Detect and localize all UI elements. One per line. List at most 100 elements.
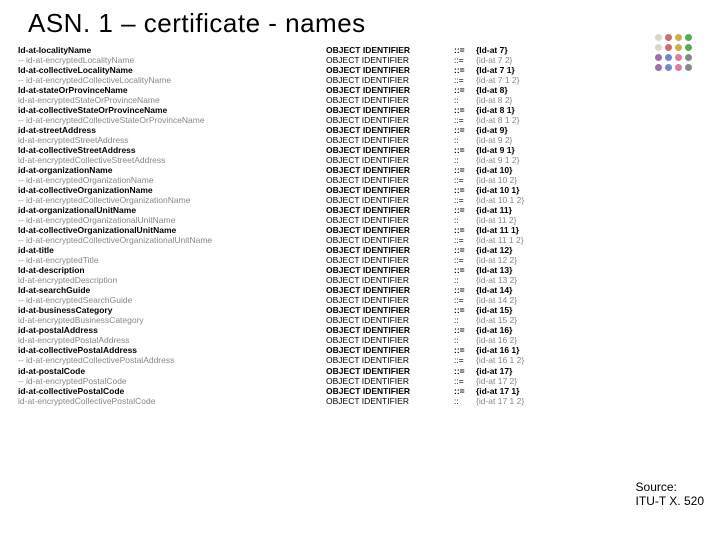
attr-name: -- id-at-encryptedOrganizationName xyxy=(18,175,326,185)
attr-value: {id-at 15 2} xyxy=(476,315,616,325)
attr-value: {id-at 12 2} xyxy=(476,255,616,265)
attr-value: {Id-at 11 1} xyxy=(476,225,616,235)
dot-icon xyxy=(675,34,682,41)
table-row: Id-at-localityNameOBJECT IDENTIFIER::={I… xyxy=(18,45,720,55)
attr-name: id-at-postalAddress xyxy=(18,325,326,335)
dot-icon xyxy=(655,64,662,71)
table-row: id-at-collectivePostalCodeOBJECT IDENTIF… xyxy=(18,386,720,396)
attr-type: OBJECT IDENTIFIER xyxy=(326,396,454,406)
attr-value: {id-at 17} xyxy=(476,366,616,376)
attr-name: -- id-at-encryptedCollectivePostalAddres… xyxy=(18,355,326,365)
attr-name: -- id-at-encryptedSearchGuide xyxy=(18,295,326,305)
attr-value: {Id-at 14} xyxy=(476,285,616,295)
attr-value: {id-at 7 2} xyxy=(476,55,616,65)
table-row: id-at-organizationNameOBJECT IDENTIFIER:… xyxy=(18,165,720,175)
source-value: ITU-T X. 520 xyxy=(636,494,704,508)
attr-name: Id-at-collectiveOrganizationalUnitName xyxy=(18,225,326,235)
attr-type: OBJECT IDENTIFIER xyxy=(326,376,454,386)
attr-name: Id-at-collectiveLocalityName xyxy=(18,65,326,75)
attr-assign: ::= xyxy=(454,295,476,305)
table-row: -- id-at-encryptedOrganizationNameOBJECT… xyxy=(18,175,720,185)
attr-name: id-at-encryptedBusinessCategory xyxy=(18,315,326,325)
table-row: -- id-at-encryptedCollectivePostalAddres… xyxy=(18,355,720,365)
attr-assign: ::= xyxy=(454,145,476,155)
attr-assign: ::= xyxy=(454,305,476,315)
attr-value: {id-at 7 1 2} xyxy=(476,75,616,85)
attr-type: OBJECT IDENTIFIER xyxy=(326,355,454,365)
attr-name: id-at-collectiveStateOrProvinceName xyxy=(18,105,326,115)
table-row: id-at-encryptedBusinessCategoryOBJECT ID… xyxy=(18,315,720,325)
attr-name: id-at-collectiveOrganizationName xyxy=(18,185,326,195)
attr-assign: ::= xyxy=(454,376,476,386)
attr-type: OBJECT IDENTIFIER xyxy=(326,215,454,225)
attr-value: {id-at 16 1} xyxy=(476,345,616,355)
dot-icon xyxy=(655,54,662,61)
attr-assign: ::= xyxy=(454,165,476,175)
attr-assign: ::= xyxy=(454,45,476,55)
attr-name: id-at-postalCode xyxy=(18,366,326,376)
table-row: -- id-at-encryptedTitleOBJECT IDENTIFIER… xyxy=(18,255,720,265)
attr-name: Id-at-localityName xyxy=(18,45,326,55)
table-row: id-at-collectiveStateOrProvinceNameOBJEC… xyxy=(18,105,720,115)
attr-assign: ::= xyxy=(454,386,476,396)
table-row: -- id-at-encryptedLocalityNameOBJECT IDE… xyxy=(18,55,720,65)
table-row: Id-at-collectiveStreetAddressOBJECT IDEN… xyxy=(18,145,720,155)
attr-name: -- id-at-encryptedCollectiveOrganization… xyxy=(18,235,326,245)
attr-value: {id-at 8 1} xyxy=(476,105,616,115)
attr-value: {Id-at 13} xyxy=(476,265,616,275)
attr-name: -- id-at-encryptedCollectiveStateOrProvi… xyxy=(18,115,326,125)
attr-name: -- id-at-encryptedLocalityName xyxy=(18,55,326,65)
attr-name: -- id-at-encryptedCollectiveLocalityName xyxy=(18,75,326,85)
attr-assign: ::= xyxy=(454,175,476,185)
table-row: id-at-postalAddressOBJECT IDENTIFIER::={… xyxy=(18,325,720,335)
table-row: id-at-postalCodeOBJECT IDENTIFIER::={id-… xyxy=(18,366,720,376)
table-row: -- id-at-encryptedOrganizationalUnitName… xyxy=(18,215,720,225)
attr-name: id-at-collectivePostalCode xyxy=(18,386,326,396)
table-row: id-at-encryptedPostalAddressOBJECT IDENT… xyxy=(18,335,720,345)
attr-name: -- id-at-encryptedPostalCode xyxy=(18,376,326,386)
attr-value: {Id-at 8} xyxy=(476,85,616,95)
dot-icon xyxy=(675,54,682,61)
attr-assign: ::= xyxy=(454,285,476,295)
attr-assign: ::= xyxy=(454,85,476,95)
attr-name: id-at-businessCategory xyxy=(18,305,326,315)
attr-name: Id-at-searchGuide xyxy=(18,285,326,295)
attr-value: {id-at 10 2} xyxy=(476,175,616,185)
table-row: id-at-encryptedStateOrProvinceNameOBJECT… xyxy=(18,95,720,105)
attr-name: -- id-at-encryptedOrganizationalUnitName xyxy=(18,215,326,225)
dot-icon xyxy=(675,44,682,51)
attr-value: {id-at 8 1 2} xyxy=(476,115,616,125)
attr-name: id-at-encryptedStateOrProvinceName xyxy=(18,95,326,105)
attr-value: {id-at 15} xyxy=(476,305,616,315)
attr-type: OBJECT IDENTIFIER xyxy=(326,155,454,165)
attr-name: id-at-encryptedPostalAddress xyxy=(18,335,326,345)
attr-assign: ::= xyxy=(454,65,476,75)
dot-icon xyxy=(665,64,672,71)
dot-icon xyxy=(665,34,672,41)
attr-name: id-at-encryptedCollectivePostalCode xyxy=(18,396,326,406)
asn1-table: Id-at-localityNameOBJECT IDENTIFIER::={I… xyxy=(0,45,720,406)
attr-type: OBJECT IDENTIFIER xyxy=(326,95,454,105)
attr-assign: ::= xyxy=(454,125,476,135)
attr-value: {id-at 12} xyxy=(476,245,616,255)
attr-name: Id-at-collectiveStreetAddress xyxy=(18,145,326,155)
attr-value: {id-at 17 1 2} xyxy=(476,396,616,406)
attr-type: OBJECT IDENTIFIER xyxy=(326,265,454,275)
attr-type: OBJECT IDENTIFIER xyxy=(326,255,454,265)
attr-assign: ::= xyxy=(454,265,476,275)
attr-value: {Id-at 7 1} xyxy=(476,65,616,75)
table-row: -- id-at-encryptedCollectiveStateOrProvi… xyxy=(18,115,720,125)
attr-type: OBJECT IDENTIFIER xyxy=(326,366,454,376)
dot-icon xyxy=(685,34,692,41)
table-row: id-at-encryptedCollectivePostalCodeOBJEC… xyxy=(18,396,720,406)
attr-value: {id-at 16} xyxy=(476,325,616,335)
dot-icon xyxy=(665,54,672,61)
table-row: Id-at-descriptionOBJECT IDENTIFIER::={Id… xyxy=(18,265,720,275)
attr-value: {id-at 10} xyxy=(476,165,616,175)
attr-value: {id-at 14 2} xyxy=(476,295,616,305)
table-row: id-at-encryptedDescriptionOBJECT IDENTIF… xyxy=(18,275,720,285)
dot-icon xyxy=(685,44,692,51)
attr-type: OBJECT IDENTIFIER xyxy=(326,115,454,125)
attr-assign: :: xyxy=(454,396,476,406)
attr-assign: ::= xyxy=(454,55,476,65)
